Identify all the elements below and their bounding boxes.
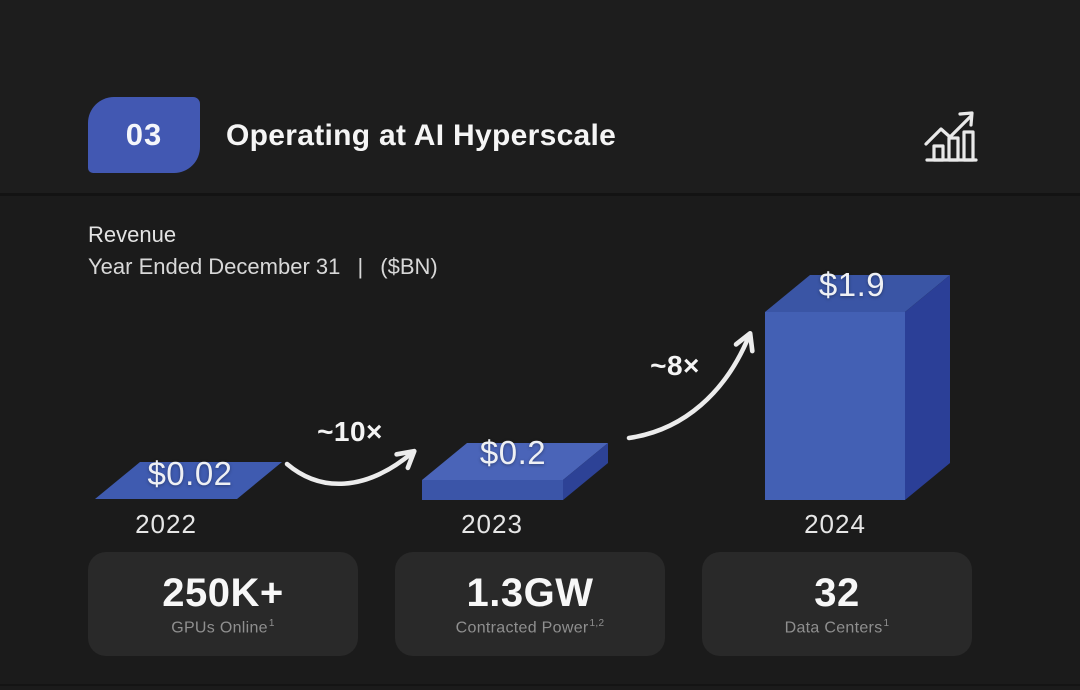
section-number-badge: 03 [88,97,200,173]
bar-2023 [422,443,608,500]
annotation-8x: ~8× [650,350,700,381]
footnote-marker: 1 [883,617,890,629]
chart-title: Revenue [88,222,177,247]
section-number: 03 [125,117,163,152]
bottom-divider [0,684,1080,686]
bar-value-2023: $0.2 [479,434,547,471]
footnote-marker: 1 [268,617,275,629]
stat-value: 1.3GW [466,570,594,615]
stat-label: Contracted Power1,2 [455,617,605,637]
chart-heading: Revenue Year Ended December 31 | ($BN) [88,219,438,283]
bar-value-2022: $0.02 [147,455,233,492]
footnote-marker: 1,2 [589,617,605,629]
stat-value: 32 [814,570,860,615]
bar-2022 [95,462,282,499]
annotation-10x: ~10× [317,416,383,447]
growth-arrow-2023-2024 [626,330,755,441]
growth-chart-icon [924,111,978,162]
header: 03 Operating at AI Hyperscale [0,0,1080,196]
axis-label-2023: 2023 [461,509,523,539]
stat-label: Data Centers1 [784,617,890,637]
growth-arrow-2022-2023 [284,448,417,487]
stat-card-gpus: 250K+ GPUs Online1 [88,552,358,656]
chart-subtitle: Year Ended December 31 | ($BN) [88,254,438,279]
stat-card-power: 1.3GW Contracted Power1,2 [395,552,665,656]
page-title: Operating at AI Hyperscale [226,119,617,152]
stat-label: GPUs Online1 [171,617,275,637]
stat-card-datacenters: 32 Data Centers1 [702,552,972,656]
bar-value-2024: $1.9 [818,266,886,303]
stat-value: 250K+ [162,570,284,615]
bar-2024 [765,275,950,500]
axis-label-2022: 2022 [135,509,197,539]
axis-label-2024: 2024 [804,509,866,539]
